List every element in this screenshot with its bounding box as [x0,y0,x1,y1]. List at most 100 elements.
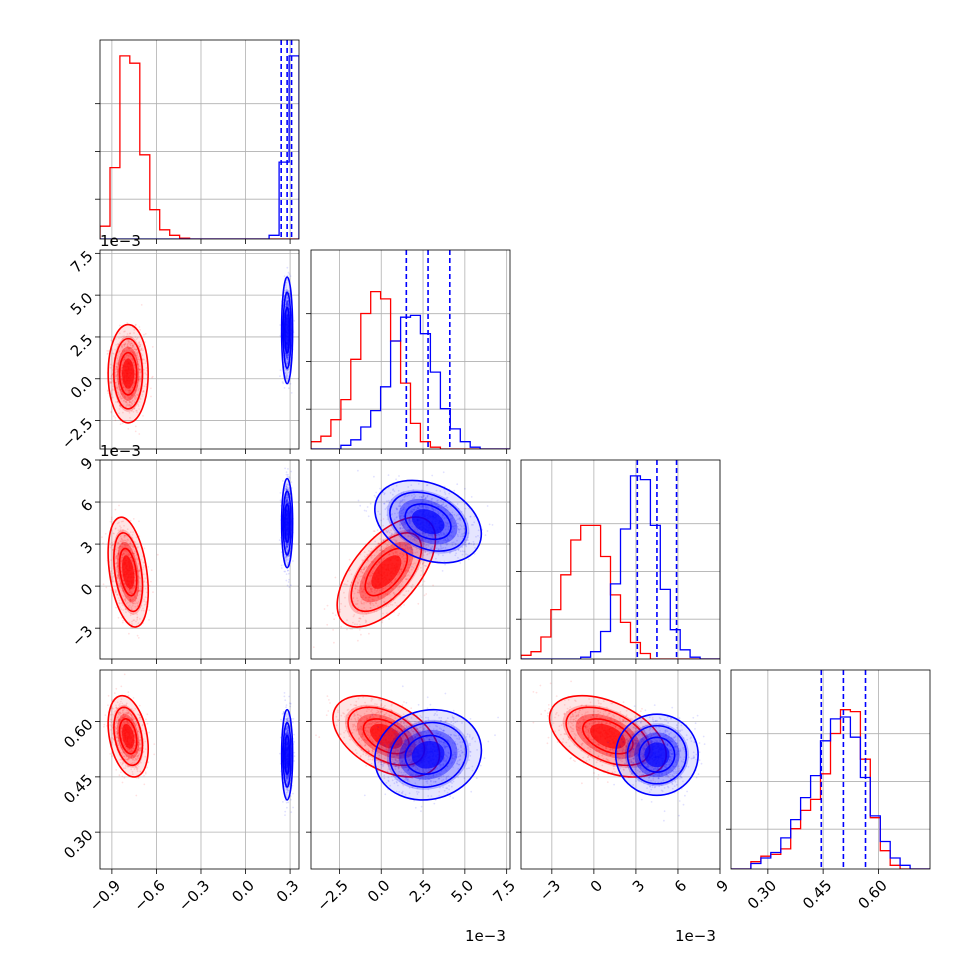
sample-point [125,611,127,614]
sample-point [139,593,142,596]
sample-point [359,617,361,620]
sample-point [124,550,126,552]
sample-point [403,594,406,597]
sample-point [287,304,290,307]
sample-point [363,509,366,512]
sample-point [404,560,407,563]
sample-point [138,570,141,572]
sample-point [115,563,117,565]
sample-point [285,543,288,545]
sample-point [351,628,353,630]
sample-point [121,335,124,338]
sample-point [286,550,288,553]
sample-point [138,368,141,371]
sample-point [132,563,135,566]
sample-point [138,590,141,592]
tick-label-y: 3 [77,538,96,557]
sample-point [286,302,289,305]
sample-point [281,381,284,383]
sample-point [120,397,122,399]
sample-point [132,552,135,555]
sample-point [388,553,391,556]
sample-point [143,598,145,601]
sample-point [285,500,287,503]
sample-point [365,609,368,611]
sample-point [124,545,127,547]
sample-point [122,343,125,346]
sample-point [120,560,122,563]
sample-point [113,532,115,535]
sample-point [408,571,411,574]
sample-point [123,583,126,585]
sample-point [143,385,146,388]
sample-point [285,354,288,357]
sample-point [286,346,289,349]
histogram-blue [100,55,299,239]
sample-point [288,555,291,558]
sample-point [286,347,289,350]
sample-point [138,575,140,578]
sample-point [134,351,137,353]
sample-point [129,344,132,346]
sample-point [136,618,139,621]
sample-point [105,586,108,589]
sample-point [133,348,136,350]
sample-point [131,403,134,406]
sample-point [131,386,134,389]
sample-point [312,646,315,649]
sample-point [286,346,288,348]
sample-point [117,547,120,549]
sample-point [124,543,126,546]
sample-point [135,564,138,567]
sample-point [125,602,128,605]
sample-point [116,593,119,596]
sample-point [382,524,384,527]
sample-point [115,557,118,559]
sample-point [363,588,366,591]
sample-point [285,485,288,488]
sample-point [356,582,359,585]
sample-point [137,378,140,381]
sample-point [115,557,118,560]
sample-point [120,526,122,529]
sample-point [373,475,375,478]
sample-point [128,403,131,406]
sample-point [117,391,119,394]
sample-point [132,545,135,548]
sample-point [126,403,129,405]
sample-point [133,602,135,604]
sample-point [279,499,282,502]
sample-point [388,553,391,556]
sample-point [285,497,287,500]
sample-point [362,590,364,592]
cloud-layer [101,504,159,639]
sample-point [116,386,119,388]
sample-point [110,410,113,413]
sample-point [286,300,289,302]
sample-point [371,587,373,590]
sample-point [117,529,120,532]
sample-point [356,585,359,588]
sample-point [360,588,363,591]
sample-point [137,570,140,573]
sample-point [410,585,413,588]
sample-point [110,393,113,396]
sample-point [130,342,132,345]
sample-point [129,355,132,358]
sample-point [119,389,122,392]
sample-point [371,570,374,573]
sample-point [399,543,402,546]
sample-point [138,345,140,348]
sample-point [286,297,288,299]
sample-point [137,363,140,365]
sample-point [358,628,361,631]
sample-point [140,349,143,351]
sample-point [132,545,135,548]
sample-point [286,302,289,305]
sample-point [403,604,405,606]
sample-point [135,354,138,357]
sample-point [286,497,289,500]
sample-point [402,552,405,554]
sample-point [134,541,137,544]
sample-point [372,567,375,570]
